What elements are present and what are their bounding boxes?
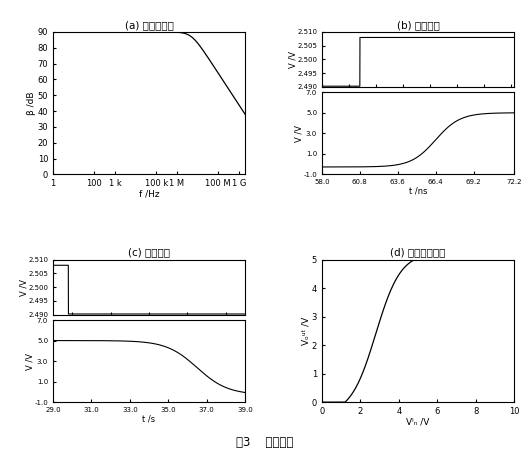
Y-axis label: Vₒᵘᵗ /V: Vₒᵘᵗ /V <box>302 317 311 345</box>
Title: (a) 增益、带宽: (a) 增益、带宽 <box>125 20 173 30</box>
X-axis label: f /Hz: f /Hz <box>139 190 160 199</box>
Y-axis label: β /dB: β /dB <box>27 91 36 115</box>
Y-axis label: V /V: V /V <box>288 51 297 68</box>
Title: (b) 上升延时: (b) 上升延时 <box>396 20 439 30</box>
Title: (d) 输入共模范围: (d) 输入共模范围 <box>391 248 446 258</box>
X-axis label: t /ns: t /ns <box>409 186 427 196</box>
Text: 图3    仿真结果: 图3 仿真结果 <box>236 436 294 449</box>
Title: (c) 下升延时: (c) 下升延时 <box>128 248 170 258</box>
Y-axis label: V /V: V /V <box>294 125 303 142</box>
X-axis label: Vᴵₙ /V: Vᴵₙ /V <box>407 417 430 426</box>
Y-axis label: V /V: V /V <box>19 279 28 296</box>
X-axis label: t /s: t /s <box>143 414 156 423</box>
Y-axis label: V /V: V /V <box>25 353 34 370</box>
